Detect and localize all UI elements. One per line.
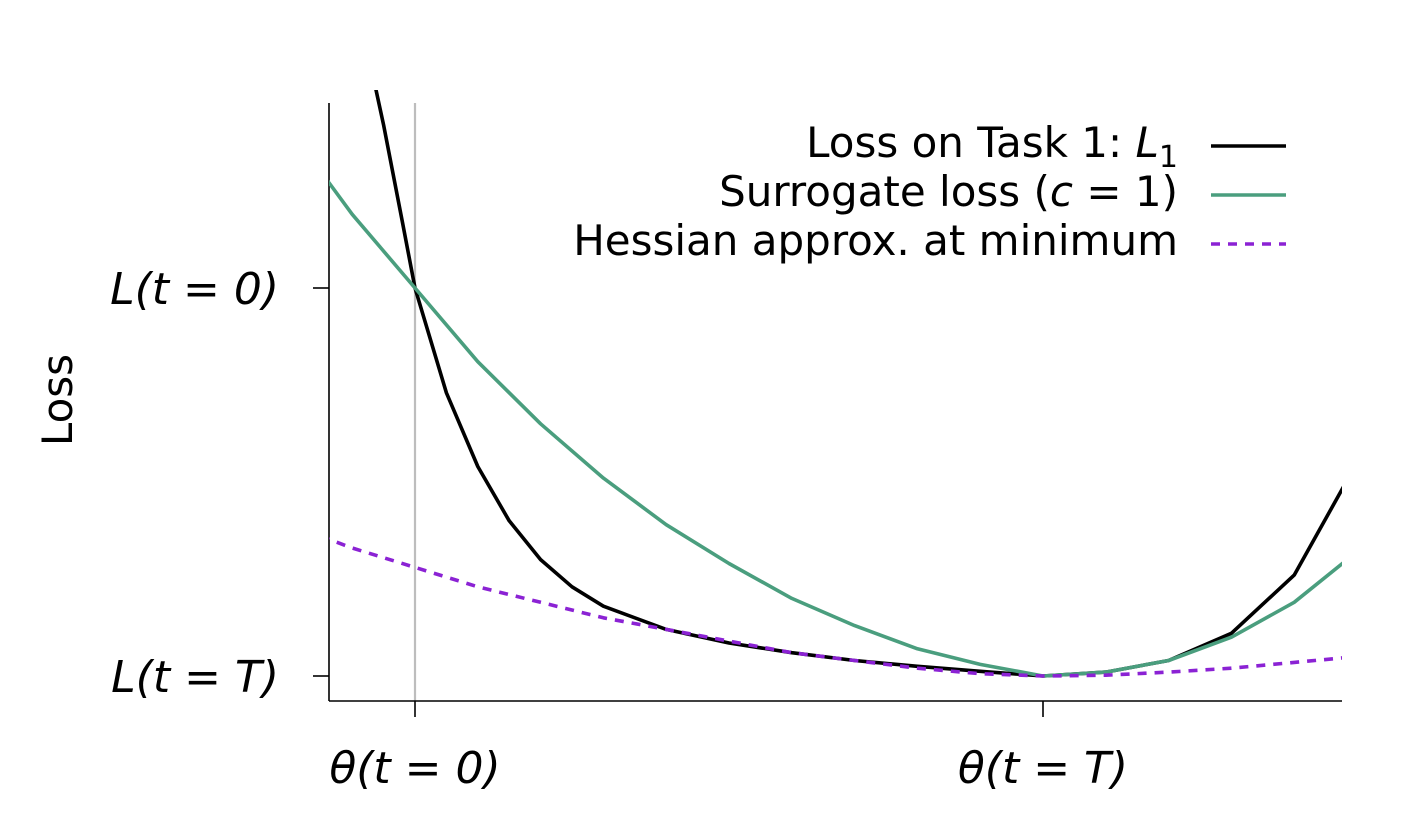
- y-axis-label: Loss: [33, 354, 82, 446]
- legend-label-0: Loss on Task 1: L1: [806, 118, 1178, 175]
- y-tick-label: L(t = T): [111, 652, 279, 703]
- y-tick-label: L(t = 0): [110, 264, 279, 315]
- legend-label-1: Surrogate loss (c = 1): [719, 167, 1178, 216]
- series-line-2: [329, 537, 1342, 678]
- x-tick-label: θ(t = 0): [329, 743, 500, 794]
- x-tick-label: θ(t = T): [958, 743, 1128, 794]
- axes: L(t = 0) L(t = T) θ(t = 0) θ(t = T) Loss: [33, 103, 1342, 794]
- series-layer: [329, 90, 1342, 678]
- legend-label-2: Hessian approx. at minimum: [573, 216, 1178, 265]
- series-line-1: [329, 179, 1342, 678]
